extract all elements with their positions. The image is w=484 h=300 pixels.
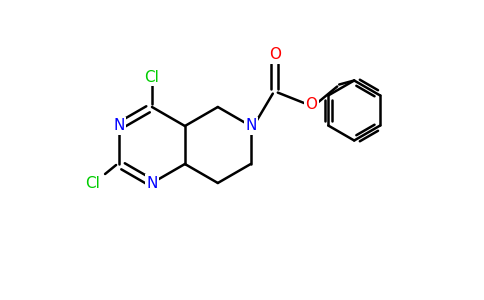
- Text: Cl: Cl: [85, 176, 100, 190]
- Text: N: N: [113, 118, 125, 134]
- Text: O: O: [305, 97, 318, 112]
- Text: N: N: [245, 118, 257, 134]
- Text: N: N: [146, 176, 158, 190]
- Text: Cl: Cl: [145, 70, 159, 85]
- Text: O: O: [269, 47, 281, 62]
